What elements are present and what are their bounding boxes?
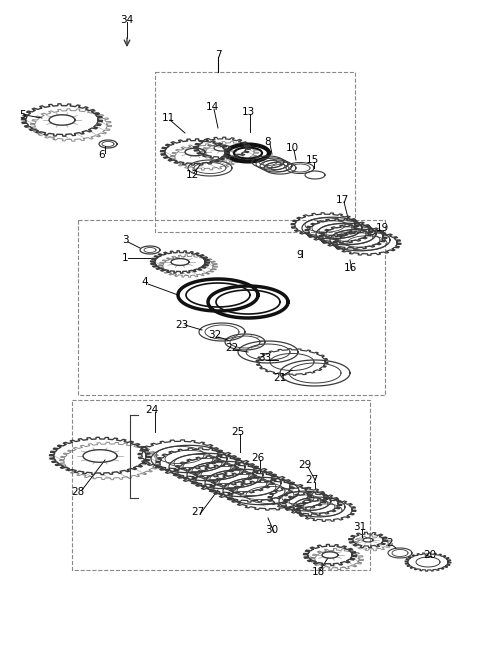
Text: 4: 4 [142,277,148,287]
Text: 27: 27 [192,507,204,517]
Text: 32: 32 [208,330,222,340]
Text: 7: 7 [215,50,221,60]
Text: 13: 13 [241,107,254,117]
Text: 18: 18 [312,567,324,577]
Text: 19: 19 [375,223,389,233]
Text: 16: 16 [343,263,357,273]
Text: 23: 23 [175,320,189,330]
Text: 15: 15 [305,155,319,165]
Text: 25: 25 [231,427,245,437]
Text: 33: 33 [258,353,272,363]
Text: 10: 10 [286,143,299,153]
Text: 28: 28 [72,487,84,497]
Text: 8: 8 [264,137,271,147]
Text: 31: 31 [353,522,367,532]
Text: 34: 34 [120,15,133,25]
Text: 12: 12 [185,170,199,180]
Text: 5: 5 [19,110,25,120]
Text: 3: 3 [122,235,128,245]
Text: 26: 26 [252,453,264,463]
Text: 21: 21 [274,373,287,383]
Text: 6: 6 [99,150,105,160]
Text: 17: 17 [336,195,348,205]
Text: 20: 20 [423,550,437,560]
Text: 24: 24 [145,405,158,415]
Text: 1: 1 [122,253,128,263]
Text: 9: 9 [297,250,303,260]
Text: 30: 30 [265,525,278,535]
Text: 27: 27 [305,475,319,485]
Text: 22: 22 [226,343,239,353]
Text: 11: 11 [161,113,175,123]
Text: 29: 29 [299,460,312,470]
Text: 2: 2 [387,538,393,548]
Text: 14: 14 [205,102,218,112]
